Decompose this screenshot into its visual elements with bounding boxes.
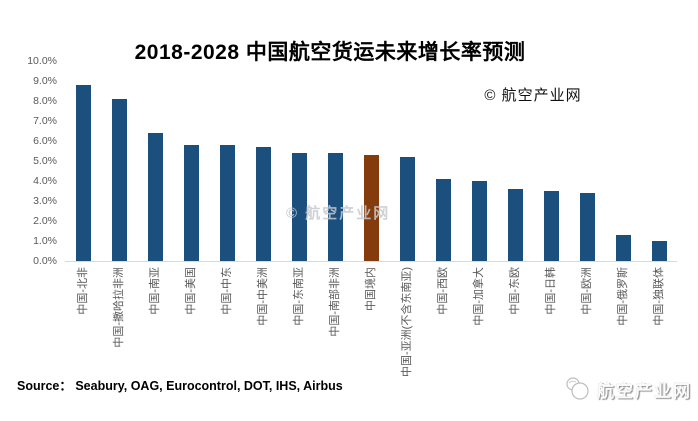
x-axis-label: 中国-独联体 [653,267,665,326]
bar-中国-东南亚 [291,153,307,261]
bar-中国境内 [363,155,379,261]
y-axis-label: 10.0% [27,55,57,67]
plot-area [65,61,677,262]
x-axis-label: 中国-南亚 [149,267,161,315]
y-axis-label: 7.0% [33,115,57,127]
x-axis-label: 中国-南部非洲 [329,267,341,337]
y-axis-label: 5.0% [33,155,57,167]
bar-中国-东欧 [507,189,523,261]
x-axis-label: 中国-加拿大 [473,267,485,326]
source-note: Source： Seabury, OAG, Eurocontrol, DOT, … [17,379,343,393]
chart-title: 2018-2028 中国航空货运未来增长率预测 [134,41,526,64]
bar-中国-中美洲 [255,147,271,261]
x-axis-label: 中国-日韩 [545,267,557,315]
x-axis-label: 中国-中东 [221,267,233,315]
bar-中国-欧洲 [579,193,595,261]
bar-中国-美国 [183,145,199,261]
bar-中国-俄罗斯 [615,235,631,261]
x-axis-label: 中国-欧洲 [581,267,593,315]
x-axis-label: 中国-北非 [77,267,89,315]
y-axis: 0.0% 1.0% 2.0% 3.0% 4.0% 5.0% 6.0% 7.0% 8.0% 9.0%… [0,55,57,267]
center-watermark: © 航空产业网 [286,205,391,222]
bar-中国-亚洲(不含东南亚) [399,157,415,261]
y-axis-label: 8.0% [33,95,57,107]
bar-中国-西欧 [435,179,451,261]
y-axis-label: 9.0% [33,75,57,87]
copyright-note: © 航空产业网 [484,87,582,104]
x-axis-label: 中国-俄罗斯 [617,267,629,326]
bar-中国-南亚 [147,133,163,261]
bar-中国-日韩 [543,191,559,261]
bar-中国-加拿大 [471,181,487,261]
bar-中国-南部非洲 [327,153,343,261]
x-axis-label: 中国-撒哈拉非洲 [113,267,125,348]
x-axis-label: 中国-中美洲 [257,267,269,326]
x-axis-label: 中国境内 [365,267,377,311]
x-axis-label: 中国-美国 [185,267,197,315]
y-axis-label: 0.0% [33,255,57,267]
bar-中国-独联体 [651,241,667,261]
bar-中国-中东 [219,145,235,261]
y-axis-label: 3.0% [33,195,57,207]
overlapping-circles-logo-icon [565,376,591,402]
y-axis-label: 1.0% [33,235,57,247]
x-axis-label: 中国-东欧 [509,267,521,315]
x-axis-label: 中国-西欧 [437,267,449,315]
bar-中国-北非 [75,85,91,261]
y-axis-label: 4.0% [33,175,57,187]
y-axis-label: 6.0% [33,135,57,147]
bar-中国-撒哈拉非洲 [111,99,127,261]
footer-logo-text: 航空产业网 [597,381,692,401]
x-axis-label: 中国-东南亚 [293,267,305,326]
y-axis-label: 2.0% [33,215,57,227]
footer-logo: 航空产业网 [565,376,692,402]
x-axis-label: 中国-亚洲(不含东南亚) [401,267,413,377]
